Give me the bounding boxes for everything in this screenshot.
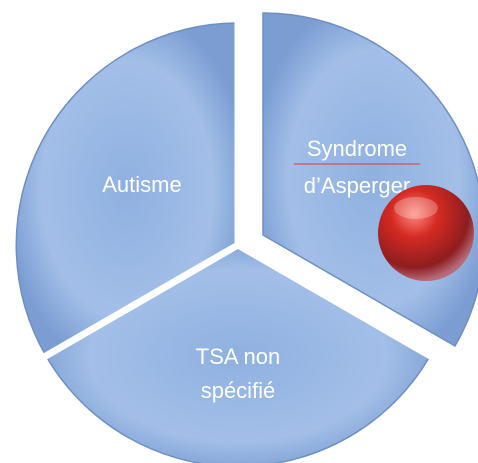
label-tsa-line1: TSA non (196, 344, 280, 369)
label-asperger-line2: d’Asperger (304, 173, 410, 198)
label-asperger-line1: Syndrome (307, 136, 407, 161)
label-tsa-line2: spécifié (201, 378, 276, 403)
label-autisme: Autisme (102, 172, 181, 197)
pie-diagram: Autisme Syndrome d’Asperger TSA non spéc… (0, 0, 478, 463)
ball-highlight (394, 197, 438, 219)
